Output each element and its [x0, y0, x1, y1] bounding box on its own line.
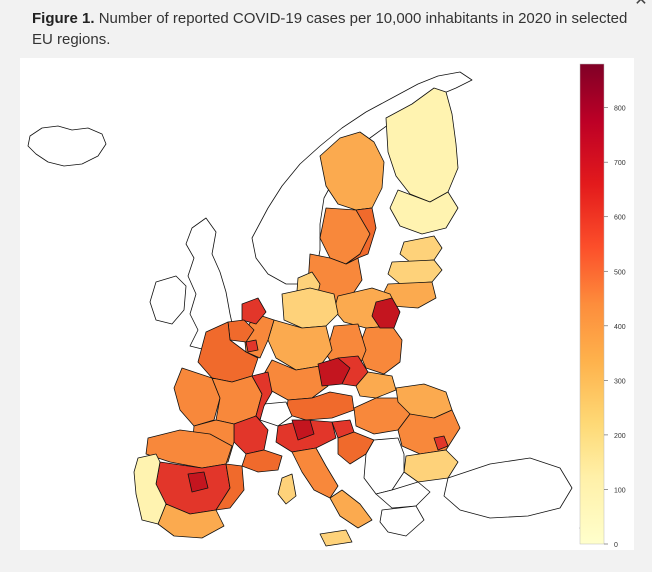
region-luxembourg — [245, 339, 259, 353]
colorbar-tick-label: 0 — [614, 542, 618, 549]
region-italy-south — [329, 489, 373, 529]
figure-caption-text: Number of reported COVID-19 cases per 10… — [32, 10, 628, 48]
region-latvia — [387, 259, 443, 285]
figure-caption: Figure 1. Number of reported COVID-19 ca… — [32, 8, 632, 50]
choropleth-map: 800 700 600 500 400 300 200 100 0 — [27, 63, 626, 549]
close-icon[interactable]: ✕ — [634, 0, 648, 9]
region-finland-north — [385, 87, 459, 203]
region-italy-sicily — [319, 529, 353, 547]
colorbar-tick-label: 600 — [614, 215, 626, 222]
region-netherlands — [241, 297, 267, 325]
region-estonia — [399, 235, 443, 263]
region-turkey — [443, 457, 573, 519]
colorbar-tick-label: 500 — [614, 269, 626, 276]
region-italy-lombardy — [291, 419, 315, 441]
colorbar-ticks: 800 700 600 500 400 300 200 100 0 — [604, 106, 626, 549]
region-ireland — [149, 275, 187, 325]
region-sweden-north — [319, 131, 385, 211]
colorbar-tick-label: 300 — [614, 378, 626, 385]
region-switzerland — [259, 401, 293, 427]
colorbar-tick-label: 200 — [614, 433, 626, 440]
region-greece-north — [375, 481, 431, 509]
colorbar-gradient — [579, 63, 605, 545]
region-romania-bucharest — [433, 435, 449, 451]
map-panel: 800 700 600 500 400 300 200 100 0 — [20, 58, 634, 550]
colorbar: 800 700 600 500 400 300 200 100 0 — [579, 63, 626, 549]
region-france-east — [251, 371, 273, 421]
region-greece-south — [379, 505, 425, 537]
region-germany-north — [281, 287, 339, 329]
colorbar-tick-label: 800 — [614, 106, 626, 113]
region-portugal — [133, 453, 167, 525]
colorbar-tick-label: 700 — [614, 160, 626, 167]
colorbar-tick-label: 400 — [614, 324, 626, 331]
region-spain-madrid — [187, 471, 209, 493]
region-france-southeast — [241, 449, 283, 473]
colorbar-tick-label: 100 — [614, 487, 626, 494]
region-sweden-stockholm — [345, 207, 377, 265]
region-balkans — [363, 437, 405, 495]
region-poland-warsaw — [371, 297, 401, 329]
region-spain-east — [215, 463, 245, 511]
figure-label: Figure 1. — [32, 10, 95, 27]
region-france-north — [197, 321, 259, 383]
region-italy-centre — [291, 447, 339, 499]
region-italy-sardinia — [277, 473, 297, 505]
region-finland-south — [389, 189, 459, 235]
region-spain-south — [157, 503, 225, 539]
region-iceland — [27, 125, 107, 167]
